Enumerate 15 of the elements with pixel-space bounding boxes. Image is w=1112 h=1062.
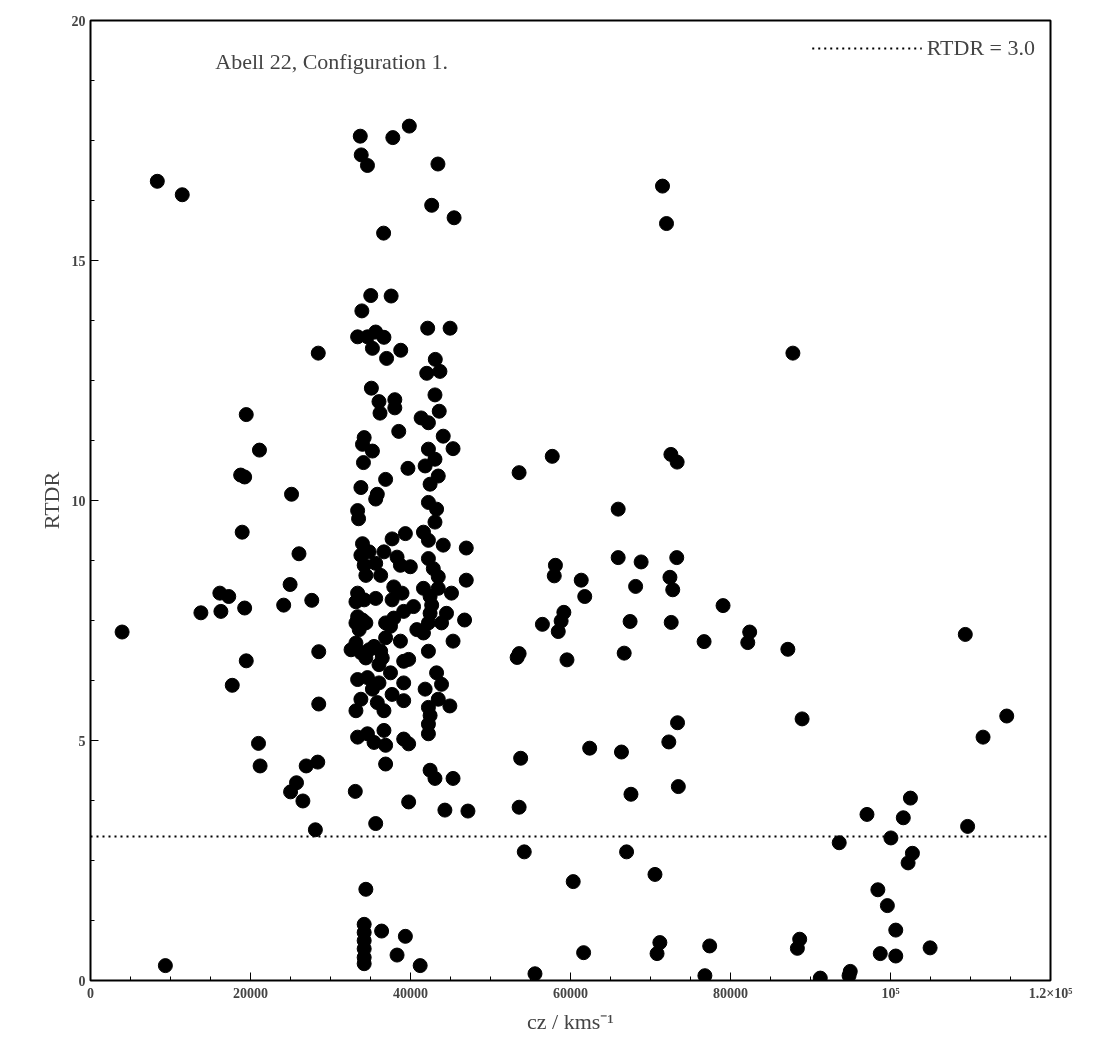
text: Abell 22, Configuration 1. xyxy=(215,49,449,75)
y-tick-label: 5 xyxy=(78,733,86,749)
y-axis-title: RTDR xyxy=(38,471,64,530)
y-tick-label: 20 xyxy=(71,13,86,29)
x-tick-label: 1.2×10⁵ xyxy=(1028,985,1073,1001)
x-tick-label: 10⁵ xyxy=(881,985,900,1001)
legend-label: RTDR = 3.0 xyxy=(926,35,1035,61)
y-tick-label: 15 xyxy=(71,253,86,269)
x-tick-label: 40000 xyxy=(393,985,428,1001)
x-axis-title: cz / kms⁻¹ xyxy=(527,1008,614,1034)
x-tick-label: 80000 xyxy=(713,985,748,1001)
y-tick-label: 10 xyxy=(71,493,86,509)
y-tick-label: 0 xyxy=(78,973,86,989)
x-tick-label: 20000 xyxy=(233,985,268,1001)
x-tick-label: 60000 xyxy=(553,985,588,1001)
